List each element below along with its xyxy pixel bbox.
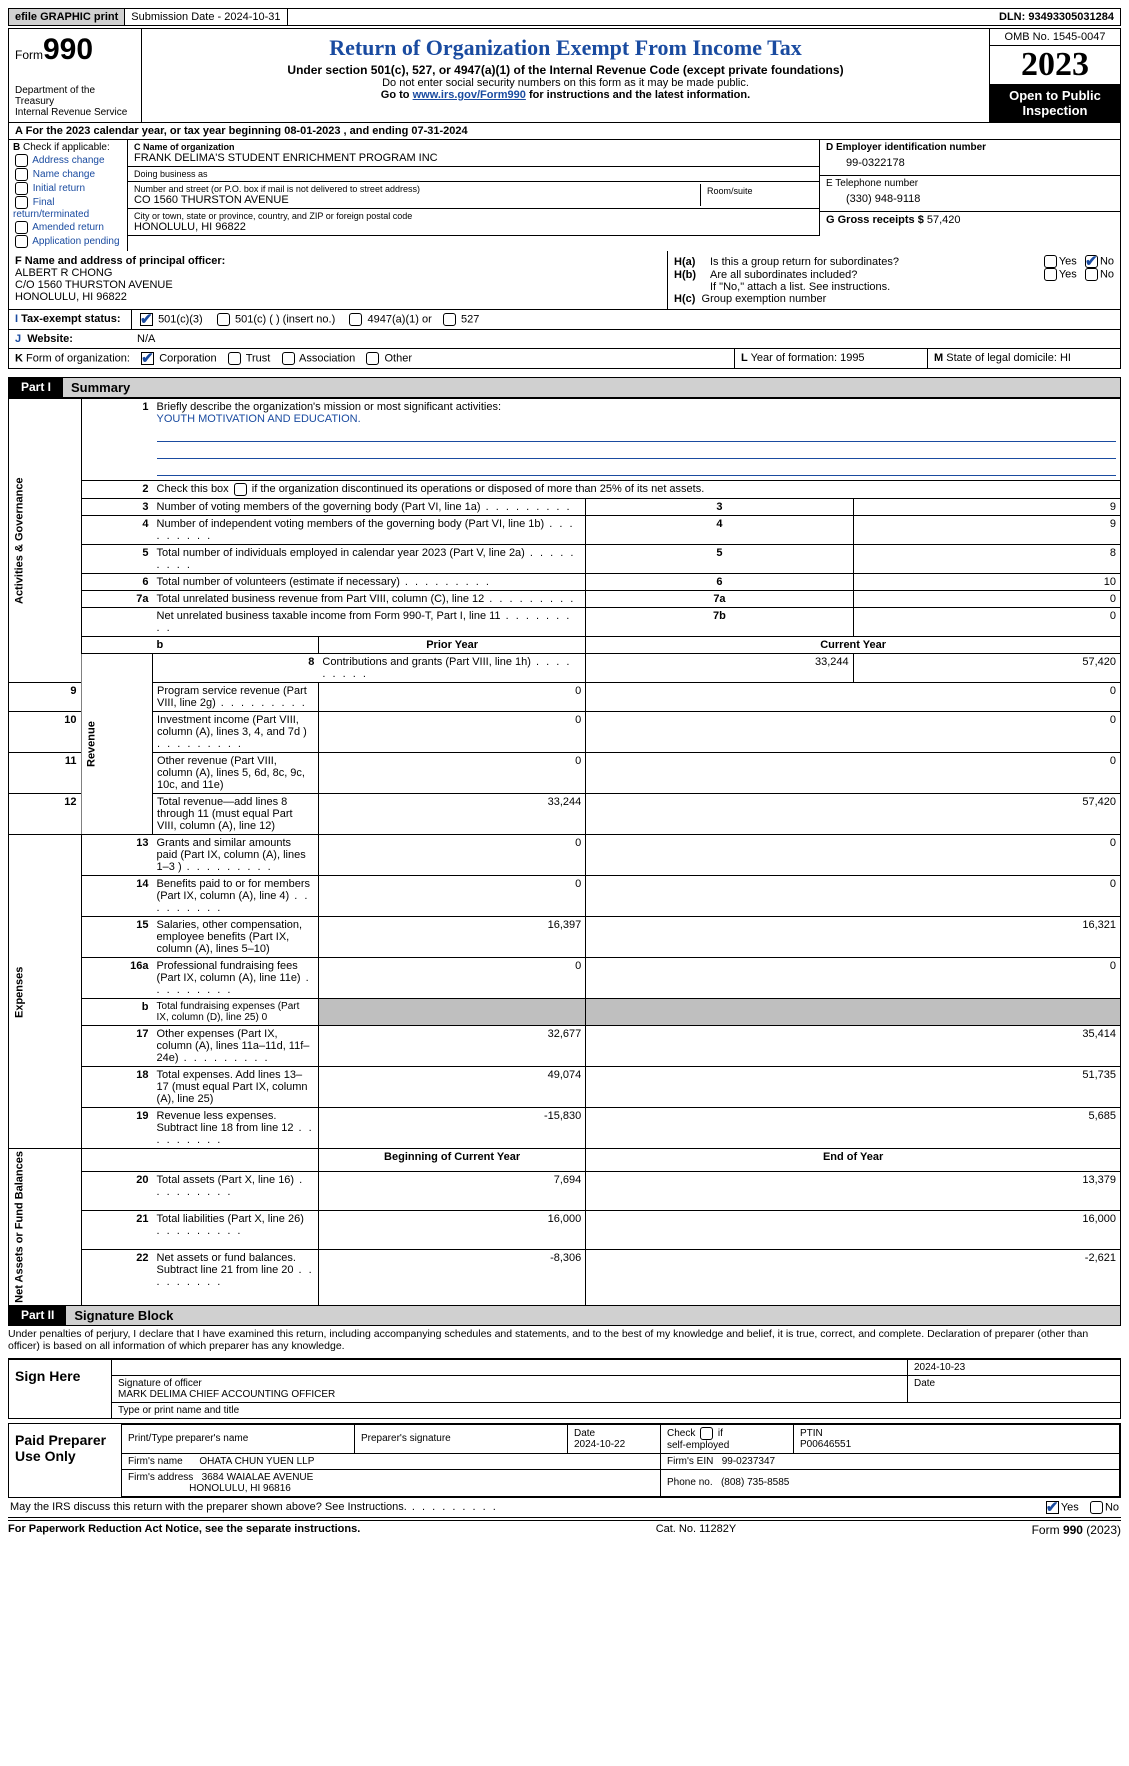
dba-label: Doing business as <box>134 169 813 179</box>
website-row: J Website: N/A <box>8 330 1121 349</box>
form-number: Form990 <box>15 33 135 67</box>
firm-ein: 99-0237347 <box>722 1456 775 1467</box>
irs-label: Internal Revenue Service <box>15 107 135 118</box>
street-label: Number and street (or P.O. box if mail i… <box>134 184 700 194</box>
firm-name: OHATA CHUN YUEN LLP <box>199 1456 314 1467</box>
line-a-tax-year: A For the 2023 calendar year, or tax yea… <box>8 123 1121 140</box>
gross-receipts-value: 57,420 <box>927 214 961 226</box>
side-governance: Activities & Governance <box>9 399 82 683</box>
ptin-value: P00646551 <box>800 1439 851 1450</box>
room-suite-label: Room/suite <box>700 184 813 206</box>
side-expenses: Expenses <box>9 835 82 1149</box>
ssn-warning: Do not enter social security numbers on … <box>150 77 981 89</box>
officer-addr2: HONOLULU, HI 96822 <box>15 291 661 303</box>
hb-note: If "No," attach a list. See instructions… <box>674 281 1114 293</box>
firm-addr1: 3684 WAIALAE AVENUE <box>202 1472 314 1483</box>
ein-value: 99-0322178 <box>826 153 1114 173</box>
website-value: N/A <box>131 330 161 348</box>
tax-exempt-row: I Tax-exempt status: 501(c)(3) 501(c) ( … <box>8 310 1121 330</box>
street-value: CO 1560 THURSTON AVENUE <box>134 194 700 206</box>
officer-addr1: C/O 1560 THURSTON AVENUE <box>15 279 661 291</box>
hc-label: Group exemption number <box>702 293 827 305</box>
dln: DLN: 93493305031284 <box>993 9 1120 25</box>
section-b-checkboxes: B Check if applicable: Address change Na… <box>9 140 128 251</box>
officer-signature-name: MARK DELIMA CHIEF ACCOUNTING OFFICER <box>118 1389 335 1400</box>
dept-treasury: Department of the Treasury <box>15 85 135 107</box>
irs-discuss-row: May the IRS discuss this return with the… <box>8 1498 1121 1518</box>
mission-text: YOUTH MOTIVATION AND EDUCATION. <box>157 413 361 425</box>
page-footer: For Paperwork Reduction Act Notice, see … <box>8 1520 1121 1537</box>
phone-value: (330) 948-9118 <box>826 189 1114 209</box>
sign-here-block: Sign Here 2024-10-23 Signature of office… <box>8 1358 1121 1419</box>
city-label: City or town, state or province, country… <box>134 211 813 221</box>
form-subtitle: Under section 501(c), 527, or 4947(a)(1)… <box>150 63 981 77</box>
firm-phone: (808) 735-8585 <box>721 1477 789 1488</box>
perjury-statement: Under penalties of perjury, I declare th… <box>8 1326 1121 1354</box>
paid-preparer-label: Paid Preparer Use Only <box>9 1424 121 1497</box>
part2-header: Part II Signature Block <box>8 1306 1121 1326</box>
phone-label: E Telephone number <box>826 178 1114 189</box>
officer-group-section: F Name and address of principal officer:… <box>8 251 1121 310</box>
open-to-public: Open to Public Inspection <box>990 84 1120 122</box>
org-name: FRANK DELIMA'S STUDENT ENRICHMENT PROGRA… <box>134 152 813 164</box>
tax-year: 2023 <box>990 46 1120 84</box>
irs-link[interactable]: www.irs.gov/Form990 <box>413 89 526 101</box>
org-name-label: C Name of organization <box>134 142 813 152</box>
form-header: Form990 Department of the Treasury Inter… <box>8 28 1121 123</box>
top-bar: efile GRAPHIC print Submission Date - 20… <box>8 8 1121 26</box>
form-title: Return of Organization Exempt From Incom… <box>150 35 981 61</box>
submission-date: Submission Date - 2024-10-31 <box>125 9 287 25</box>
sign-here-label: Sign Here <box>9 1360 111 1418</box>
firm-addr2: HONOLULU, HI 96816 <box>189 1483 291 1494</box>
org-info-grid: B Check if applicable: Address change Na… <box>8 140 1121 251</box>
gross-receipts-label: G Gross receipts $ <box>826 214 924 226</box>
ein-label: D Employer identification number <box>826 142 1114 153</box>
paid-preparer-block: Paid Preparer Use Only Print/Type prepar… <box>8 1423 1121 1498</box>
omb-number: OMB No. 1545-0047 <box>990 29 1120 46</box>
side-revenue: Revenue <box>81 654 153 835</box>
city-value: HONOLULU, HI 96822 <box>134 221 813 233</box>
form-org-row: K Form of organization: Corporation Trus… <box>8 349 1121 369</box>
officer-name: ALBERT R CHONG <box>15 267 661 279</box>
ha-question: Is this a group return for subordinates? <box>710 256 1042 268</box>
summary-table: Activities & Governance 1 Briefly descri… <box>8 398 1121 1306</box>
officer-label: F Name and address of principal officer: <box>15 255 661 267</box>
hb-question: Are all subordinates included? <box>710 269 1042 281</box>
efile-print-button[interactable]: efile GRAPHIC print <box>9 9 125 25</box>
side-netassets: Net Assets or Fund Balances <box>9 1149 82 1306</box>
part1-header: Part I Summary <box>8 377 1121 398</box>
